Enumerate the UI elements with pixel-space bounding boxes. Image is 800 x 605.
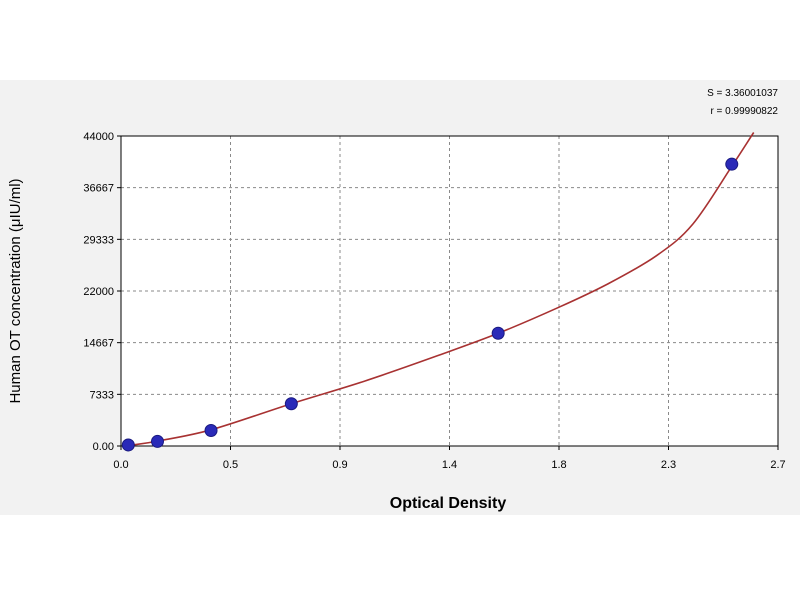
points-layer (121, 157, 739, 452)
data-point (121, 438, 135, 452)
x-tick-label: 0.9 (332, 459, 347, 471)
data-point (151, 434, 164, 448)
x-tick-label: 2.3 (661, 459, 676, 471)
fit-stat-s: S = 3.36001037 (707, 88, 778, 99)
x-tick-label: 1.8 (551, 459, 566, 471)
x-axis-title: Optical Density (390, 495, 507, 512)
x-tick-label: 0.0 (113, 459, 128, 471)
y-tick-label: 0.00 (93, 441, 114, 453)
data-point (491, 326, 505, 340)
x-tick-label: 0.5 (223, 459, 238, 471)
data-point (725, 157, 739, 171)
x-tick-label: 2.7 (770, 459, 785, 471)
grid-layer (121, 136, 778, 446)
x-tick-label: 1.4 (442, 459, 457, 471)
y-tick-label: 22000 (83, 286, 114, 298)
y-tick-label: 36667 (83, 183, 114, 195)
y-tick-label: 14667 (83, 338, 114, 350)
y-tick-label: 7333 (90, 389, 114, 401)
fit-stat-r: r = 0.99990822 (710, 106, 778, 117)
y-tick-label: 29333 (83, 234, 114, 246)
ticks-layer: 0.0 0.5 0.9 1.4 1.8 2.3 2.7 0.00 7333 14667 22000 2… (83, 131, 785, 471)
y-axis-title: Human OT concentration (μIU/ml) (7, 178, 24, 403)
y-tick-label: 44000 (83, 131, 114, 143)
data-point (204, 424, 218, 437)
data-point (284, 397, 298, 411)
